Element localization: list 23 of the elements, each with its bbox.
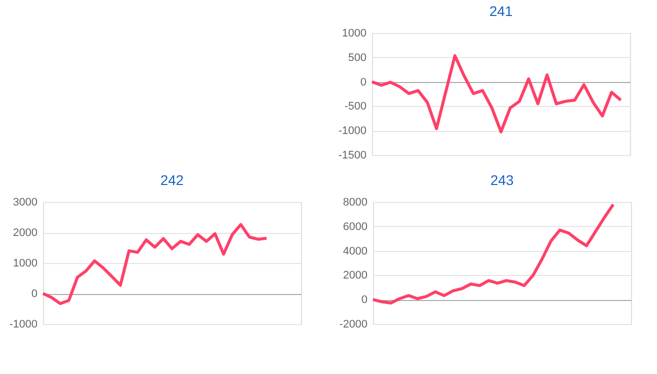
y-tick-label: 4000 [343, 245, 368, 258]
y-tick-label: 0 [360, 76, 366, 88]
y-tick-label: 0 [361, 294, 368, 306]
y-tick-label: -1500 [338, 150, 366, 162]
y-tick-label: 2000 [13, 227, 38, 239]
y-tick-label: -500 [344, 100, 366, 113]
y-tick-label: -1000 [9, 318, 38, 330]
chart-title: 243 [490, 172, 514, 188]
chart-title: 241 [489, 3, 513, 19]
y-tick-label: -2000 [339, 318, 368, 330]
y-tick-label: 0 [31, 288, 38, 300]
y-tick-label: -1000 [338, 125, 366, 138]
y-tick-label: 500 [348, 52, 366, 64]
chart-title: 242 [160, 172, 184, 188]
y-tick-label: 1000 [342, 28, 366, 40]
y-tick-label: 6000 [343, 220, 368, 233]
line-series [372, 202, 615, 305]
line-series [370, 54, 622, 134]
line-series [42, 223, 268, 306]
y-tick-label: 1000 [13, 258, 38, 270]
y-tick-label: 3000 [13, 196, 38, 208]
y-tick-label: 2000 [343, 270, 368, 282]
y-tick-label: 8000 [343, 196, 368, 208]
